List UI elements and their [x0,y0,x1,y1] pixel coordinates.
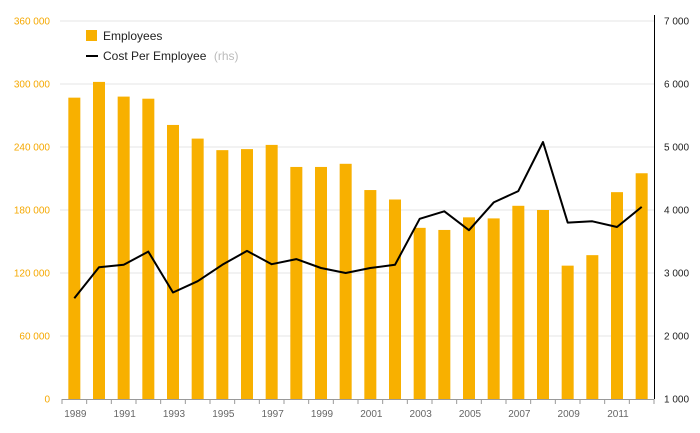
bar-2006 [487,218,500,399]
legend-label-employees: Employees [103,29,162,43]
bar-1989 [68,97,81,400]
legend: Employees Cost Per Employee (rhs) [86,29,239,64]
bar-2000 [339,163,352,399]
bar-2008 [537,210,549,399]
right-tick-label: 4 000 [664,206,689,217]
bar-1996 [241,149,253,399]
left-tick-label: 120 000 [14,269,51,280]
bar-2005 [463,217,475,399]
bar-1993 [167,124,179,399]
right-tick-label: 5 000 [664,143,689,154]
x-tick-label: 2009 [558,409,581,420]
left-tick-label: 300 000 [14,80,51,91]
bar-2002 [389,199,401,399]
right-tick-label: 3 000 [664,269,689,280]
bar-2003 [413,227,426,399]
bar-2012 [635,173,648,399]
bar-2010 [586,255,599,399]
x-tick-label: 2003 [410,409,433,420]
cost-per-employee-line [73,141,643,299]
right-tick-label: 2 000 [664,332,689,343]
bar-2007 [512,205,525,399]
left-tick-label: 180 000 [14,206,51,217]
x-axis-ticks: 1989 1991 1993 1995 1997 1999 2001 2003 2005 2007… [61,399,655,420]
right-tick-label: 1 000 [664,395,689,406]
right-tick-label: 7 000 [664,17,689,28]
left-axis-ticks: 0 60 000 120 000 180 000 240 000 300 000 360 0… [14,17,51,406]
bar-1995 [216,150,229,399]
legend-label-cost: Cost Per Employee [103,49,207,63]
left-tick-label: 60 000 [19,332,50,343]
x-tick-label: 1997 [262,409,285,420]
legend-swatch-employees [86,30,97,41]
x-tick-label: 2007 [508,409,531,420]
bar-1998 [290,166,303,399]
bar-2004 [438,229,451,399]
left-tick-label: 360 000 [14,17,51,28]
x-tick-label: 1999 [311,409,334,420]
left-tick-label: 240 000 [14,143,51,154]
right-tick-label: 6 000 [664,80,689,91]
bar-2009 [561,265,574,399]
bar-1999 [315,166,327,399]
legend-label-cost-group: Cost Per Employee (rhs) [103,47,239,64]
line-series-cost-per-employee [73,141,643,299]
right-axis-ticks: 1 000 2 000 3 000 4 000 5 000 6 000 7 000 [664,17,689,406]
bar-1990 [93,81,105,400]
bar-1994 [191,138,204,399]
x-tick-label: 1993 [163,409,186,420]
x-tick-label: 2005 [459,409,482,420]
bar-2011 [611,192,623,399]
bar-series-employees [68,81,648,400]
bar-1991 [117,96,130,399]
bar-1997 [265,144,278,399]
bar-1992 [142,98,155,399]
x-tick-label: 1995 [212,409,235,420]
grid-lines [60,20,654,337]
left-tick-label: 0 [44,395,50,406]
bar-2001 [364,190,377,399]
x-tick-label: 2001 [360,409,383,420]
x-tick-label: 1991 [114,409,137,420]
x-tick-label: 2011 [607,409,629,420]
legend-label-cost-suffix: (rhs) [214,49,239,63]
x-tick-label: 1989 [64,409,87,420]
